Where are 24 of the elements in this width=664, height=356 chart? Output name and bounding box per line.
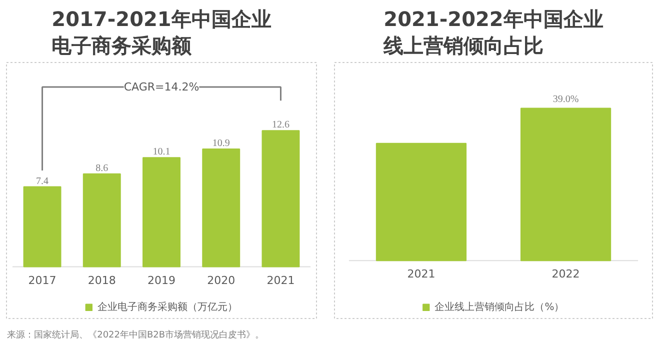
chart-title: 2021-2022年中国企业线上营销倾向占比: [382, 7, 604, 58]
data-label: 10.1: [152, 146, 170, 158]
data-label: 10.9: [212, 138, 230, 149]
bar: [23, 186, 62, 268]
bar: [202, 148, 240, 268]
x-tick-label: 2019: [148, 274, 176, 287]
x-tick-label: 2017: [28, 274, 56, 287]
legend-label: 企业电子商务采购额（万亿元）: [98, 300, 238, 314]
bar: [262, 130, 300, 268]
chart-title: 2017-2021年中国企业电子商务采购额: [52, 7, 272, 58]
data-label: 12.6: [272, 120, 290, 131]
data-label: 8.6: [96, 162, 108, 174]
legend-label: 企业线上营销倾向占比（%）: [434, 300, 564, 314]
x-tick-label: 2021: [407, 268, 436, 281]
text: CAGR=14.2%: [124, 80, 200, 94]
x-tick-label: 2021: [266, 274, 295, 287]
source-note: 来源：国家统计局、《2022年中国B2B市场营销现况白皮书》。: [7, 330, 264, 340]
x-tick-label: 2022: [552, 268, 580, 281]
x-tick-label: 2020: [207, 274, 236, 287]
bar: [82, 173, 121, 268]
bar: [142, 157, 180, 268]
data-label: 7.4: [36, 176, 49, 187]
data-label: 39.0%: [552, 94, 579, 106]
x-tick-label: 2018: [88, 274, 116, 287]
